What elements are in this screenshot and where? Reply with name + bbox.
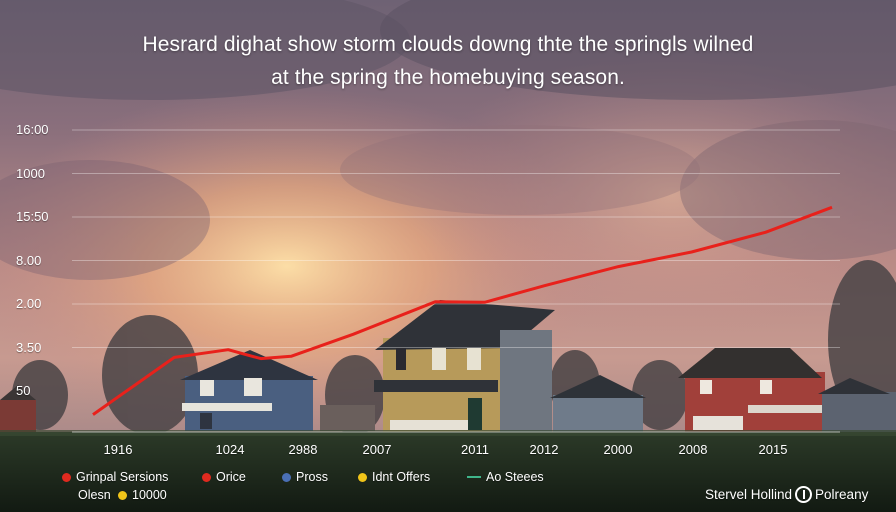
legend-label: Ao Steees: [486, 470, 544, 484]
y-tick-label: 1000: [16, 165, 45, 181]
x-tick-label: 2011: [461, 442, 489, 457]
y-tick-label: 15:50: [16, 209, 49, 224]
y-tick-label: 50: [16, 383, 31, 398]
legend-label: Idnt Offers: [372, 470, 431, 484]
x-tick-label: 2015: [758, 442, 788, 457]
x-tick-label: 1024: [215, 442, 245, 457]
legend-item: Pross: [282, 470, 328, 484]
y-tick-label: 3.50: [16, 339, 42, 355]
legend-item: 10000: [118, 488, 167, 502]
brand-mark: Stervel Hollind Polreany: [705, 486, 868, 503]
chart-subtitle: at the spring the homebuying season.: [271, 66, 625, 89]
legend-item: Olesn: [78, 488, 111, 502]
gridlines: [72, 129, 840, 348]
series-line: [92, 205, 833, 416]
x-tick-label: 1916: [103, 442, 133, 457]
legend-item: Ao Steees: [467, 470, 544, 484]
legend-dot-icon: [202, 472, 211, 482]
y-tick-label: 16:00: [16, 122, 49, 137]
x-tick-label: 2007: [362, 442, 392, 457]
x-tick-label: 2008: [678, 442, 708, 457]
legend-label: 10000: [132, 488, 167, 502]
legend-dot-icon: [282, 472, 291, 482]
chart-title: Hesrard dighat show storm clouds downg t…: [142, 33, 754, 56]
legend-dot-icon: [118, 490, 127, 500]
legend-label: Olesn: [78, 488, 111, 502]
legend-item: Orice: [202, 470, 246, 484]
legend-label: Pross: [296, 470, 328, 484]
legend-label: Orice: [216, 470, 246, 484]
legend-label: Grinpal Sersions: [76, 470, 169, 484]
x-tick-label: 2012: [529, 442, 559, 457]
legend-item: Grinpal Sersions: [62, 470, 168, 484]
legend-dot-icon: [62, 472, 71, 482]
legend-line-icon: [467, 476, 481, 478]
brand-logo-icon: [795, 486, 813, 503]
x-tick-label: 2000: [603, 442, 633, 457]
legend-dot-icon: [358, 472, 367, 482]
y-tick-label: 2.00: [16, 296, 42, 311]
y-tick-label: 8.00: [16, 252, 42, 268]
legend-item: Idnt Offers: [358, 470, 430, 484]
x-tick-label: 2988: [288, 442, 318, 457]
brand-name: Stervel Hollind: [705, 487, 793, 502]
brand-suffix: Polreany: [815, 487, 869, 502]
